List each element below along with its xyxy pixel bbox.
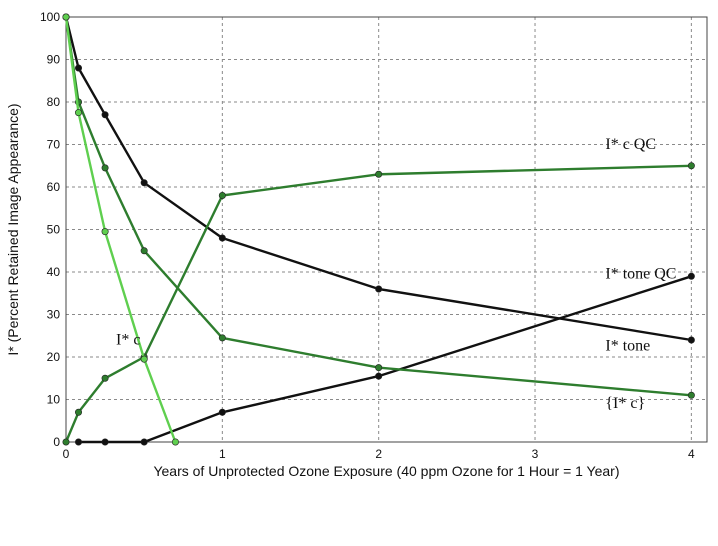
data-point [375,285,383,293]
data-point [375,170,383,178]
series-layer [62,13,695,446]
series-annotation: I* tone [605,338,650,355]
y-tick-label: 60 [47,180,61,194]
y-tick-label: 40 [47,265,61,279]
data-point [101,111,109,119]
plot-frame [65,16,708,443]
annotation-layer: I* c QC I* tone QC I* tone {I* c} I* c [116,136,676,412]
data-point [687,162,695,170]
x-tick-label: 4 [688,447,695,461]
series-annotation: {I* c} [605,395,645,412]
data-point [140,247,148,255]
data-point [75,438,83,446]
data-point [75,64,83,72]
series-annotation: I* tone QC [605,265,676,282]
data-point [101,164,109,172]
data-point [101,374,109,382]
series-annotation: I* c QC [605,136,656,153]
data-point [687,391,695,399]
data-point [687,336,695,344]
data-point [75,408,83,416]
y-tick-label: 90 [47,53,61,67]
x-tick-label: 0 [63,447,70,461]
x-tick-label: 1 [219,447,226,461]
series-annotation: I* c [116,331,140,348]
y-tick-label: 0 [53,435,60,449]
grid-layer [66,17,707,442]
y-tick-label: 30 [47,308,61,322]
data-point [140,438,148,446]
y-tick-label: 20 [47,350,61,364]
data-point [218,234,226,242]
data-point [62,13,70,21]
data-point [140,179,148,187]
data-point [101,228,109,236]
y-tick-label: 70 [47,138,61,152]
data-point [140,355,148,363]
data-point [171,438,179,446]
series-2 [75,272,695,446]
y-tick-label: 100 [40,10,60,24]
data-point [687,272,695,280]
series-line [78,275,692,444]
data-point [101,438,109,446]
data-point [375,372,383,380]
data-point [75,109,83,117]
data-point [62,438,70,446]
x-tick-label: 2 [375,447,382,461]
tick-layer: 0 10 20 30 40 50 60 70 80 90 100 0 1 2 3 4 [40,10,695,461]
data-point [218,334,226,342]
series-5 [62,13,179,446]
data-point [218,408,226,416]
y-tick-label: 50 [47,223,61,237]
y-tick-label: 80 [47,95,61,109]
x-tick-label: 3 [532,447,539,461]
x-axis-label: Years of Unprotected Ozone Exposure (40 … [153,463,619,479]
y-axis-label: I* (Percent Retained Image Appearance) [5,103,21,355]
y-tick-label: 10 [47,393,61,407]
data-point [375,364,383,372]
data-point [218,192,226,200]
